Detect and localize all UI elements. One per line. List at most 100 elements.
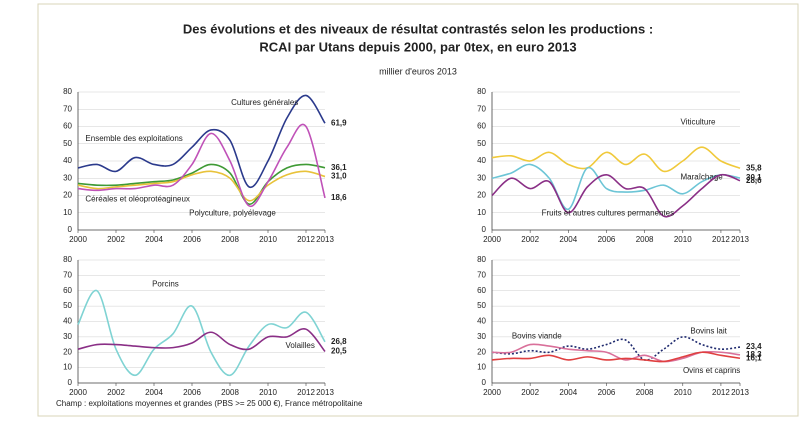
subtitle: millier d'euros 2013 bbox=[379, 66, 457, 76]
series-name: Cultures générales bbox=[231, 98, 298, 107]
y-tick-label: 80 bbox=[477, 87, 486, 96]
x-tick-label: 2010 bbox=[259, 235, 277, 244]
x-tick-label: 2012 bbox=[712, 388, 730, 397]
y-tick-label: 30 bbox=[63, 332, 72, 341]
value-label: 28,6 bbox=[746, 176, 762, 185]
x-tick-label: 2008 bbox=[221, 388, 239, 397]
y-tick-label: 0 bbox=[482, 378, 487, 387]
series-name: Porcins bbox=[152, 280, 179, 289]
y-tick-label: 50 bbox=[63, 139, 72, 148]
x-tick-label: 2010 bbox=[674, 235, 692, 244]
x-tick-label: 2012 bbox=[297, 388, 315, 397]
series-name: Bovins lait bbox=[690, 326, 727, 335]
y-tick-label: 20 bbox=[477, 347, 486, 356]
x-tick-label: 2008 bbox=[221, 235, 239, 244]
x-tick-label: 2013 bbox=[316, 235, 334, 244]
x-tick-label: 2004 bbox=[559, 388, 577, 397]
y-tick-label: 40 bbox=[477, 317, 486, 326]
y-tick-label: 10 bbox=[63, 208, 72, 217]
y-tick-label: 0 bbox=[68, 225, 73, 234]
title: Des évolutions et des niveaux de résulta… bbox=[183, 21, 653, 36]
value-label: 18,6 bbox=[331, 193, 347, 202]
y-tick-label: 60 bbox=[477, 286, 486, 295]
x-tick-label: 2000 bbox=[69, 388, 87, 397]
x-tick-label: 2010 bbox=[259, 388, 277, 397]
series-line bbox=[491, 146, 741, 173]
series-line bbox=[77, 289, 326, 377]
y-tick-label: 70 bbox=[63, 270, 72, 279]
value-label: 30,1 bbox=[746, 173, 762, 182]
series-line bbox=[491, 163, 741, 211]
series-name: Fruits et autres cultures permanentes bbox=[542, 209, 675, 218]
series-name: Polyculture, polyélevage bbox=[189, 209, 276, 218]
series-name: Viticulture bbox=[680, 117, 716, 126]
x-tick-label: 2002 bbox=[521, 388, 539, 397]
value-label: 23,4 bbox=[746, 342, 762, 351]
x-tick-label: 2004 bbox=[145, 235, 163, 244]
x-tick-label: 2012 bbox=[297, 235, 315, 244]
series-line bbox=[491, 336, 741, 361]
x-tick-label: 2000 bbox=[483, 388, 501, 397]
x-tick-label: 2008 bbox=[636, 235, 654, 244]
y-tick-label: 30 bbox=[477, 332, 486, 341]
y-tick-label: 40 bbox=[477, 156, 486, 165]
y-tick-label: 80 bbox=[477, 255, 486, 264]
y-tick-label: 70 bbox=[63, 104, 72, 113]
series-line bbox=[491, 351, 741, 363]
x-tick-label: 2002 bbox=[107, 388, 125, 397]
series-line bbox=[77, 327, 326, 352]
value-label: 18,3 bbox=[746, 350, 762, 359]
y-tick-label: 40 bbox=[63, 156, 72, 165]
value-label: 61,9 bbox=[331, 118, 347, 127]
x-tick-label: 2008 bbox=[636, 388, 654, 397]
y-tick-label: 20 bbox=[477, 191, 486, 200]
series-line bbox=[491, 173, 741, 218]
y-tick-label: 0 bbox=[482, 225, 487, 234]
y-tick-label: 0 bbox=[68, 378, 73, 387]
value-label: 36,1 bbox=[331, 163, 347, 172]
value-label: 20,5 bbox=[331, 347, 347, 356]
series-name: Volailles bbox=[285, 341, 314, 350]
y-tick-label: 60 bbox=[63, 122, 72, 131]
y-tick-label: 50 bbox=[477, 139, 486, 148]
x-tick-label: 2006 bbox=[598, 388, 616, 397]
series-name: Maraîchage bbox=[680, 173, 723, 182]
value-label: 31,0 bbox=[331, 172, 347, 181]
series-name: Céréales et oléoprotéagineux bbox=[85, 195, 190, 204]
series-line bbox=[77, 170, 326, 202]
y-tick-label: 60 bbox=[63, 286, 72, 295]
note: Champ : exploitations moyennes et grande… bbox=[56, 399, 363, 408]
x-tick-label: 2006 bbox=[183, 388, 201, 397]
y-tick-label: 80 bbox=[63, 87, 72, 96]
y-tick-label: 80 bbox=[63, 255, 72, 264]
y-tick-label: 40 bbox=[63, 317, 72, 326]
y-tick-label: 50 bbox=[63, 301, 72, 310]
y-tick-label: 10 bbox=[477, 363, 486, 372]
x-tick-label: 2004 bbox=[145, 388, 163, 397]
series-line bbox=[77, 94, 326, 189]
x-tick-label: 2000 bbox=[483, 235, 501, 244]
value-label: 35,8 bbox=[746, 163, 762, 172]
y-tick-label: 30 bbox=[63, 173, 72, 182]
y-tick-label: 20 bbox=[63, 191, 72, 200]
value-label: 26,8 bbox=[331, 337, 347, 346]
series-line bbox=[77, 163, 326, 205]
series-name: Bovins viande bbox=[512, 331, 562, 340]
y-tick-label: 10 bbox=[477, 208, 486, 217]
x-tick-label: 2010 bbox=[674, 388, 692, 397]
series-name: Ensemble des exploitations bbox=[85, 134, 182, 143]
x-tick-label: 2002 bbox=[521, 235, 539, 244]
y-tick-label: 50 bbox=[477, 301, 486, 310]
x-tick-label: 2012 bbox=[712, 235, 730, 244]
series-line bbox=[77, 123, 326, 208]
value-label: 16,1 bbox=[746, 353, 762, 362]
x-tick-label: 2000 bbox=[69, 235, 87, 244]
y-tick-label: 20 bbox=[63, 347, 72, 356]
title: RCAI par Utans depuis 2000, par 0tex, en… bbox=[259, 39, 576, 54]
series-name: Ovins et caprins bbox=[683, 366, 740, 375]
x-tick-label: 2002 bbox=[107, 235, 125, 244]
y-tick-label: 60 bbox=[477, 122, 486, 131]
y-tick-label: 10 bbox=[63, 363, 72, 372]
x-tick-label: 2006 bbox=[183, 235, 201, 244]
x-tick-label: 2004 bbox=[559, 235, 577, 244]
